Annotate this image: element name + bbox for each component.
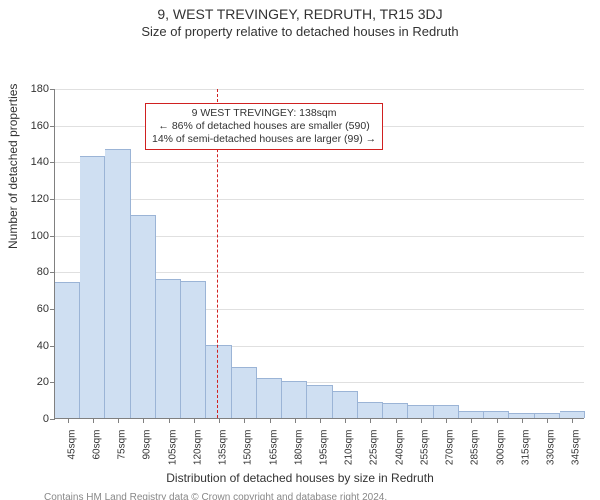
y-axis-label: Number of detached properties	[6, 84, 20, 249]
bar	[408, 405, 433, 418]
callout-line: 14% of semi-detached houses are larger (…	[152, 133, 376, 146]
xtick-label: 210sqm	[344, 430, 355, 466]
gridline	[55, 199, 584, 200]
bar	[459, 411, 484, 418]
ytick-label: 180	[31, 83, 49, 95]
callout-line: 9 WEST TREVINGEY: 138sqm	[152, 107, 376, 120]
xtick-label: 240sqm	[394, 430, 405, 466]
xtick-label: 135sqm	[218, 430, 229, 466]
xtick-label: 150sqm	[243, 430, 254, 466]
ytick-mark	[50, 162, 55, 163]
title-sub: Size of property relative to detached ho…	[0, 24, 600, 39]
bar	[80, 156, 105, 418]
ytick-label: 40	[37, 340, 49, 352]
xtick-label: 285sqm	[470, 430, 481, 466]
ytick-mark	[50, 89, 55, 90]
bar	[55, 282, 80, 418]
gridline	[55, 162, 584, 163]
bar	[257, 378, 282, 418]
bar	[282, 381, 307, 418]
ytick-mark	[50, 126, 55, 127]
ytick-mark	[50, 199, 55, 200]
ytick-label: 20	[37, 376, 49, 388]
xtick-mark	[572, 418, 573, 423]
xtick-label: 270sqm	[445, 430, 456, 466]
xtick-mark	[270, 418, 271, 423]
ytick-label: 60	[37, 303, 49, 315]
xtick-label: 165sqm	[268, 430, 279, 466]
plot-area: 02040608010012014016018045sqm60sqm75sqm9…	[54, 89, 584, 419]
bar	[105, 149, 130, 419]
callout-box: 9 WEST TREVINGEY: 138sqm← 86% of detache…	[145, 103, 383, 150]
bar	[131, 215, 156, 419]
xtick-label: 345sqm	[571, 430, 582, 466]
xtick-mark	[522, 418, 523, 423]
gridline	[55, 89, 584, 90]
xtick-mark	[93, 418, 94, 423]
xtick-mark	[219, 418, 220, 423]
xtick-mark	[194, 418, 195, 423]
chart-area: Number of detached properties 0204060801…	[0, 39, 600, 467]
x-axis-label: Distribution of detached houses by size …	[0, 471, 600, 485]
ytick-mark	[50, 272, 55, 273]
xtick-label: 330sqm	[546, 430, 557, 466]
bar	[307, 385, 332, 418]
xtick-mark	[547, 418, 548, 423]
bar	[484, 411, 509, 418]
xtick-mark	[143, 418, 144, 423]
bar	[156, 279, 181, 418]
xtick-mark	[370, 418, 371, 423]
xtick-label: 180sqm	[293, 430, 304, 466]
xtick-label: 225sqm	[369, 430, 380, 466]
xtick-mark	[396, 418, 397, 423]
ytick-label: 160	[31, 120, 49, 132]
ytick-label: 120	[31, 193, 49, 205]
bar	[358, 402, 383, 419]
xtick-label: 120sqm	[192, 430, 203, 466]
bar	[560, 411, 585, 418]
xtick-mark	[345, 418, 346, 423]
ytick-label: 140	[31, 156, 49, 168]
bar	[206, 345, 231, 418]
ytick-mark	[50, 236, 55, 237]
xtick-label: 75sqm	[117, 430, 128, 460]
xtick-label: 255sqm	[419, 430, 430, 466]
bar	[383, 403, 408, 418]
xtick-mark	[244, 418, 245, 423]
bar	[232, 367, 257, 418]
xtick-mark	[421, 418, 422, 423]
ytick-label: 100	[31, 230, 49, 242]
ytick-mark	[50, 419, 55, 420]
footer: Contains HM Land Registry data © Crown c…	[44, 491, 600, 500]
xtick-label: 105sqm	[167, 430, 178, 466]
xtick-label: 60sqm	[91, 430, 102, 460]
xtick-mark	[68, 418, 69, 423]
footer-line-1: Contains HM Land Registry data © Crown c…	[44, 491, 600, 500]
bar	[434, 405, 459, 418]
xtick-label: 90sqm	[142, 430, 153, 460]
bar	[333, 391, 358, 419]
xtick-mark	[471, 418, 472, 423]
xtick-label: 45sqm	[66, 430, 77, 460]
xtick-mark	[118, 418, 119, 423]
xtick-mark	[169, 418, 170, 423]
xtick-label: 315sqm	[520, 430, 531, 466]
xtick-mark	[446, 418, 447, 423]
xtick-label: 195sqm	[319, 430, 330, 466]
callout-line: ← 86% of detached houses are smaller (59…	[152, 120, 376, 133]
xtick-mark	[320, 418, 321, 423]
xtick-mark	[295, 418, 296, 423]
xtick-label: 300sqm	[495, 430, 506, 466]
xtick-mark	[497, 418, 498, 423]
bar	[181, 281, 206, 419]
title-main: 9, WEST TREVINGEY, REDRUTH, TR15 3DJ	[0, 6, 600, 22]
ytick-label: 80	[37, 266, 49, 278]
ytick-label: 0	[43, 413, 49, 425]
